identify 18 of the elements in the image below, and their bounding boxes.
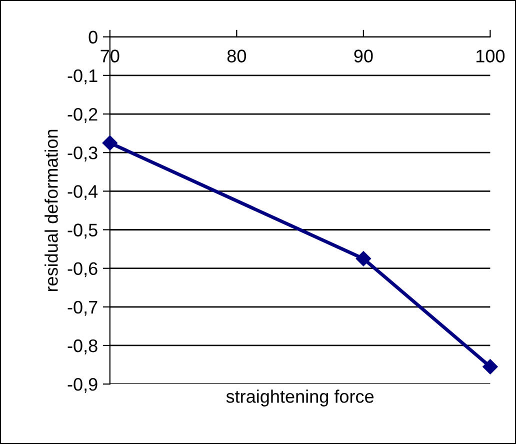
y-tick-label: -0,2 (68, 108, 98, 123)
y-tick-label: -0,4 (68, 185, 98, 200)
point (102, 135, 118, 151)
x-axis-title: straightening force (226, 390, 374, 406)
y-tick-label: -0,8 (68, 339, 98, 354)
point (356, 251, 372, 266)
x-tick-label: 90 (354, 50, 373, 62)
y-tick-label: -0,6 (68, 262, 98, 278)
y-tick-label: -0,1 (68, 69, 98, 84)
x-tick-label: 100 (476, 50, 505, 62)
x-tick-label: 80 (227, 50, 246, 62)
point (482, 359, 498, 374)
y-tick-label: -0,3 (68, 146, 98, 162)
y-tick-label: -0,7 (68, 300, 98, 316)
y-axis-title: residual deformation (44, 130, 58, 292)
y-tick-label: -0,5 (68, 224, 98, 239)
y-tick-label: 0 (88, 30, 98, 44)
y-tick-label: -0,9 (68, 378, 98, 393)
